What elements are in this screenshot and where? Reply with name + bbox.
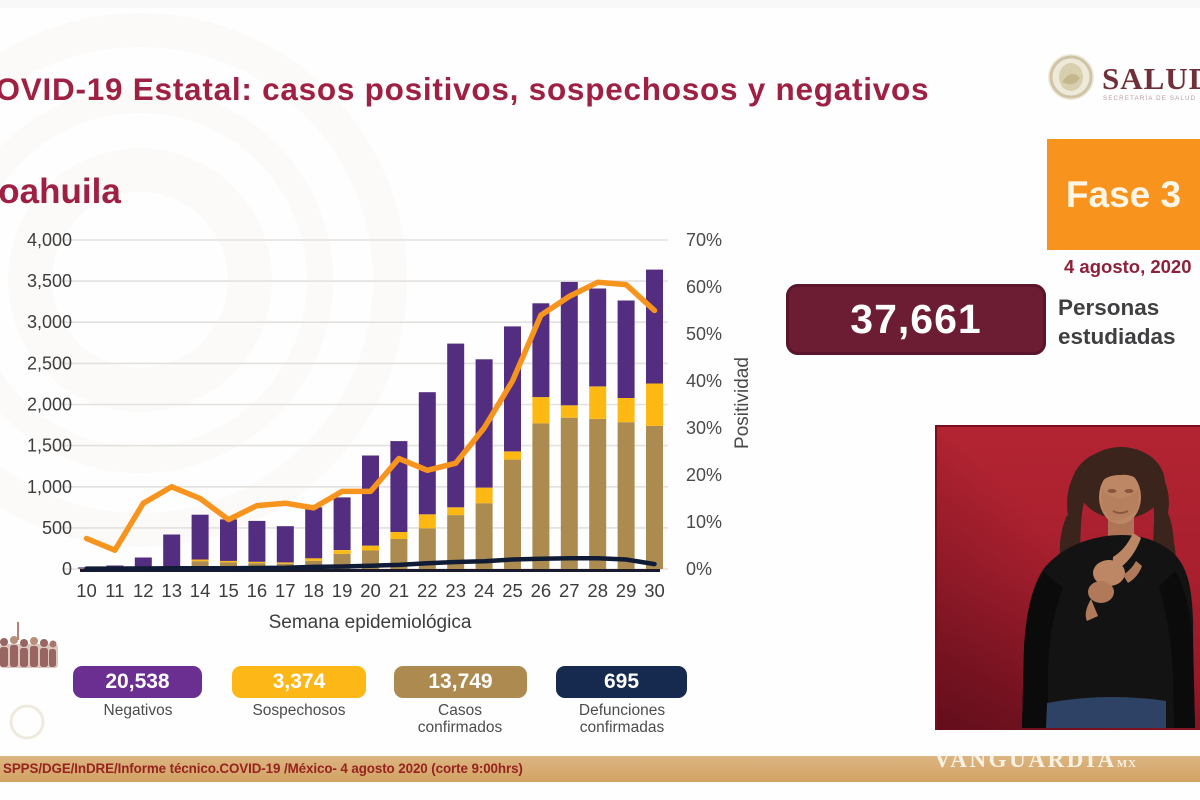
svg-text:30: 30 (644, 580, 665, 601)
svg-text:2,500: 2,500 (27, 353, 72, 373)
svg-text:27: 27 (559, 580, 580, 601)
svg-text:15: 15 (218, 580, 239, 601)
svg-text:70%: 70% (686, 230, 722, 250)
svg-text:10: 10 (76, 580, 97, 601)
svg-text:22: 22 (417, 580, 438, 601)
svg-text:12: 12 (133, 580, 154, 601)
svg-text:14: 14 (190, 580, 211, 601)
svg-text:SECRETARÍA DE SALUD: SECRETARÍA DE SALUD (1103, 95, 1196, 102)
svg-text:50%: 50% (686, 324, 722, 344)
svg-text:24: 24 (474, 580, 495, 601)
svg-text:Positividad: Positividad (732, 357, 753, 449)
svg-text:500: 500 (42, 518, 72, 538)
svg-text:SALUD: SALUD (1102, 61, 1200, 96)
svg-text:19: 19 (332, 580, 353, 601)
svg-text:23: 23 (445, 580, 466, 601)
svg-text:1,000: 1,000 (27, 477, 72, 497)
svg-text:21: 21 (389, 580, 410, 601)
svg-text:0: 0 (62, 559, 72, 579)
svg-text:10%: 10% (686, 512, 722, 532)
svg-text:1,500: 1,500 (27, 436, 72, 456)
svg-text:20%: 20% (686, 465, 722, 485)
svg-text:28: 28 (587, 580, 608, 601)
svg-text:40%: 40% (686, 371, 722, 391)
svg-text:13: 13 (161, 580, 182, 601)
svg-text:0%: 0% (686, 559, 712, 579)
svg-text:29: 29 (616, 580, 637, 601)
svg-text:20: 20 (360, 580, 381, 601)
svg-text:4,000: 4,000 (27, 230, 72, 250)
svg-text:3,500: 3,500 (27, 271, 72, 291)
svg-text:3,000: 3,000 (27, 312, 72, 332)
svg-text:Semana epidemiológica: Semana epidemiológica (269, 612, 472, 633)
svg-text:17: 17 (275, 580, 296, 601)
svg-text:16: 16 (247, 580, 268, 601)
svg-text:25: 25 (502, 580, 523, 601)
svg-text:2,000: 2,000 (27, 395, 72, 415)
svg-text:30%: 30% (686, 418, 722, 438)
svg-text:11: 11 (105, 580, 124, 601)
svg-text:18: 18 (303, 580, 324, 601)
svg-text:26: 26 (531, 580, 552, 601)
svg-text:60%: 60% (686, 277, 722, 297)
